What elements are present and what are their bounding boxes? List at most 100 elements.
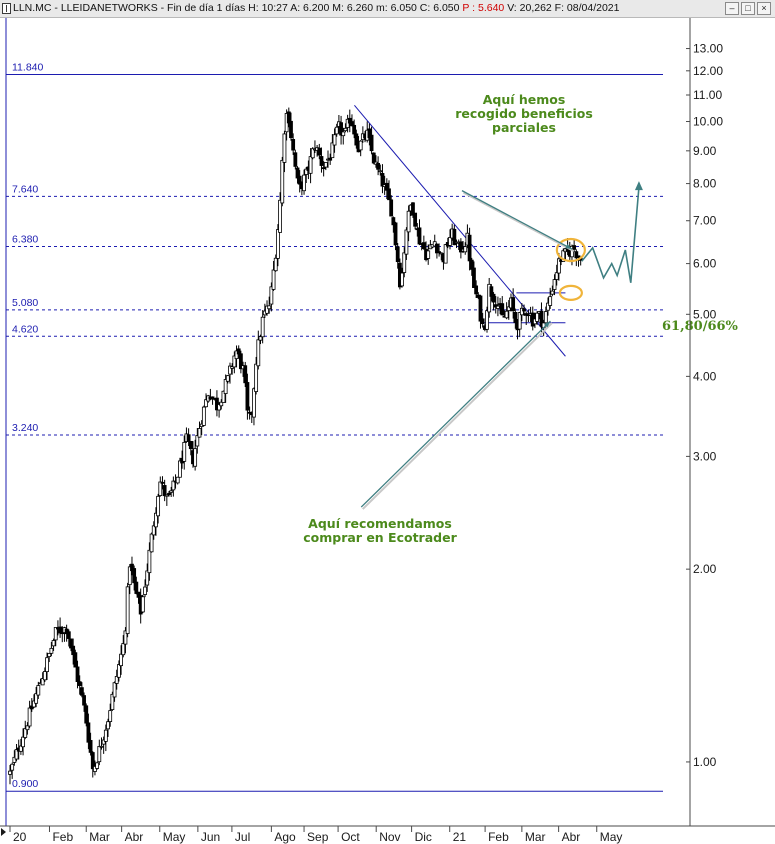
candle-body <box>238 353 243 370</box>
candle-body <box>393 222 398 246</box>
candle-body <box>99 745 104 748</box>
candle-body <box>18 745 23 752</box>
title-part: m: 6.050 <box>376 2 420 14</box>
candle-body <box>123 630 128 645</box>
x-tick-label: May <box>600 830 623 844</box>
candle-body <box>215 397 219 411</box>
candle-body <box>443 244 448 264</box>
candle-body <box>167 492 171 496</box>
x-tick-label: Ago <box>274 830 296 844</box>
candle-body <box>496 305 500 309</box>
candle-body <box>223 379 228 394</box>
candle-body <box>295 167 300 179</box>
y-tick-label: 3.00 <box>693 449 717 463</box>
candle-body <box>75 666 80 682</box>
x-tick-label: Mar <box>525 830 546 844</box>
candle-body <box>543 311 548 324</box>
y-tick-label: 7.00 <box>693 214 717 228</box>
candle-body <box>210 396 215 399</box>
candle-body <box>556 258 561 274</box>
candle-body <box>406 210 411 233</box>
projection-line <box>581 187 640 283</box>
candle-body <box>156 495 161 517</box>
x-tick-label: 21 <box>453 830 467 844</box>
annotation-arrowhead <box>544 321 551 328</box>
candle-body <box>71 645 76 656</box>
level-label: 7.640 <box>12 183 38 195</box>
candle-body <box>86 722 91 743</box>
candle-body <box>88 740 93 753</box>
candle-body <box>487 283 492 313</box>
candle-body <box>376 162 381 170</box>
candle-body <box>21 736 25 748</box>
candle-body <box>291 139 296 151</box>
maximize-button[interactable]: □ <box>741 2 755 15</box>
candle-body <box>352 124 357 135</box>
candle-body <box>574 251 579 259</box>
candle-body <box>413 212 418 227</box>
level-label: 3.240 <box>12 422 38 434</box>
candle-body <box>491 293 496 303</box>
candle-body <box>513 311 518 323</box>
candle-body <box>60 632 65 635</box>
candle-body <box>304 168 309 175</box>
annotation-text: parciales <box>492 120 556 135</box>
candle-body <box>34 693 39 704</box>
candle-body <box>308 156 313 174</box>
candle-body <box>576 255 581 258</box>
y-tick-label: 9.00 <box>693 144 717 158</box>
candle-body <box>77 681 82 686</box>
title-part: F: 08/04/2021 <box>554 2 620 14</box>
candle-body <box>101 739 106 745</box>
level-label: 5.080 <box>12 297 38 309</box>
projection-arrowhead <box>634 181 643 191</box>
y-tick-label: 8.00 <box>693 177 717 191</box>
candle-body <box>404 229 409 255</box>
y-tick-label: 1.00 <box>693 755 717 769</box>
candle-body <box>347 117 352 124</box>
candle-body <box>154 512 158 528</box>
candle-body <box>53 627 58 641</box>
candle-body <box>32 700 36 708</box>
candle-body <box>435 243 439 254</box>
title-part: V: 20,262 <box>507 2 555 14</box>
candle-body <box>58 626 62 634</box>
candle-body <box>145 570 150 586</box>
candle-body <box>49 647 54 654</box>
candle-body <box>103 729 108 742</box>
candle-body <box>504 310 509 319</box>
x-tick-label: Abr <box>562 830 581 844</box>
close-button[interactable]: × <box>757 2 771 15</box>
candle-body <box>321 167 326 170</box>
level-label: 11.840 <box>12 62 43 74</box>
candle-body <box>310 148 315 159</box>
candle-body <box>27 707 32 727</box>
candle-body <box>380 173 385 187</box>
candle-body <box>93 766 97 772</box>
candle-body <box>341 131 346 137</box>
candle-body <box>236 348 241 355</box>
candle-body <box>29 705 34 710</box>
candle-body <box>119 653 123 667</box>
candle-body <box>561 250 566 262</box>
x-tick-label: Dic <box>415 830 432 844</box>
candle-body <box>426 250 431 259</box>
candle-body <box>162 485 167 497</box>
candle-body <box>106 721 110 730</box>
title-part: C: 6.050 <box>419 2 463 14</box>
candle-body <box>452 228 457 246</box>
candle-body <box>522 308 526 312</box>
candle-body <box>371 152 376 164</box>
candle-body <box>197 428 202 438</box>
candle-body <box>149 533 154 553</box>
candle-body <box>110 693 115 711</box>
candle-body <box>350 121 354 127</box>
candle-body <box>293 152 298 167</box>
candle-body <box>252 388 256 418</box>
x-tick-label: May <box>163 830 186 844</box>
candle-body <box>400 272 404 287</box>
candle-body <box>260 316 265 338</box>
candle-body <box>51 640 56 647</box>
candle-body <box>485 310 489 330</box>
minimize-button[interactable]: – <box>725 2 739 15</box>
